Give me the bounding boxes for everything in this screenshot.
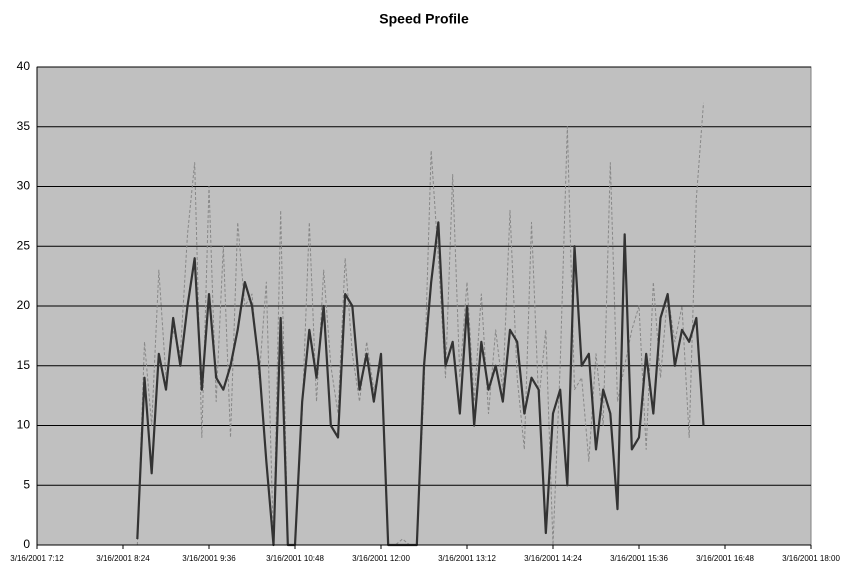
x-tick-label: 3/16/2001 16:48: [696, 554, 754, 563]
y-tick-label: 5: [23, 477, 30, 491]
x-tick-label: 3/16/2001 15:36: [610, 554, 668, 563]
y-tick-label: 40: [17, 59, 31, 73]
y-tick-label: 10: [17, 418, 31, 432]
x-tick-label: 3/16/2001 10:48: [266, 554, 324, 563]
x-tick-label: 3/16/2001 13:12: [438, 554, 496, 563]
y-tick-label: 35: [17, 119, 31, 133]
y-tick-label: 20: [17, 298, 31, 312]
x-tick-label: 3/16/2001 9:36: [182, 554, 236, 563]
x-tick-label: 3/16/2001 12:00: [352, 554, 410, 563]
x-tick-label: 3/16/2001 7:12: [10, 554, 64, 563]
y-tick-label: 0: [23, 537, 30, 551]
y-tick-label: 15: [17, 358, 31, 372]
y-tick-label: 25: [17, 238, 31, 252]
y-tick-label: 30: [17, 179, 31, 193]
chart-title: Speed Profile: [379, 11, 469, 27]
x-tick-label: 3/16/2001 14:24: [524, 554, 582, 563]
series-line: [136, 221, 705, 547]
x-tick-label: 3/16/2001 8:24: [96, 554, 150, 563]
x-tick-label: 3/16/2001 18:00: [782, 554, 840, 563]
